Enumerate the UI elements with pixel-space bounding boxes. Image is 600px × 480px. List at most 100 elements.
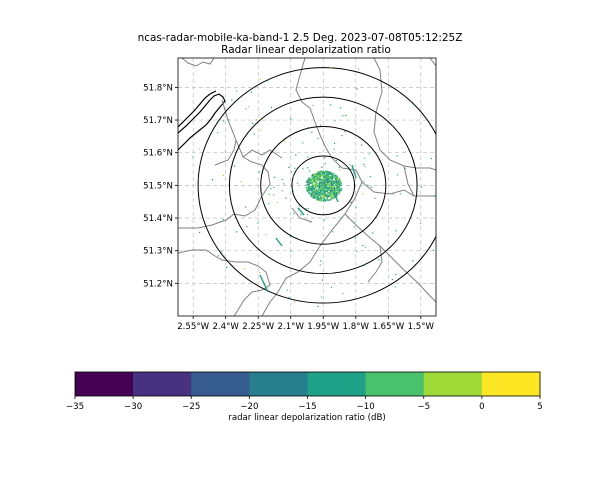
echo-pixel <box>317 174 319 177</box>
echo-pixel <box>330 185 333 187</box>
echo-pixel <box>320 296 323 298</box>
echo-pixel <box>322 186 324 188</box>
echo-pixel <box>317 185 319 187</box>
echo-pixel <box>319 197 321 200</box>
echo-pixel <box>329 176 331 178</box>
echo-pixel <box>334 177 336 179</box>
echo-pixel <box>337 192 339 195</box>
echo-pixel <box>323 175 325 178</box>
echo-pixel <box>326 195 328 197</box>
colorbar-segment <box>133 372 192 396</box>
echo-pixel <box>315 194 318 196</box>
echo-pixel <box>323 186 326 188</box>
echo-pixel <box>324 186 327 188</box>
echo-pixel <box>311 185 313 188</box>
echo-pixel <box>330 189 333 191</box>
echo-pixel <box>317 189 320 192</box>
range-ring <box>228 96 418 275</box>
plot-title-line1: ncas-radar-mobile-ka-band-1 2.5 Deg. 202… <box>138 32 463 44</box>
echo-pixel <box>334 196 336 198</box>
echo-pixel <box>337 184 340 186</box>
echo-pixel <box>226 266 228 268</box>
echo-pixel <box>322 183 325 185</box>
echo-pixel <box>281 190 283 192</box>
echo-pixel <box>314 196 316 198</box>
echo-pixel <box>315 183 317 185</box>
echo-pixel <box>329 188 332 191</box>
echo-pixel <box>318 179 320 182</box>
echo-pixel <box>307 183 309 186</box>
echo-pixel <box>309 189 311 191</box>
echo-pixel <box>222 218 224 221</box>
echo-pixel <box>320 188 322 190</box>
echo-pixel <box>292 175 294 177</box>
echo-pixel <box>307 178 309 181</box>
echo-pixel <box>331 194 334 196</box>
echo-pixel <box>310 186 312 189</box>
colorbar-segment <box>75 372 134 396</box>
echo-pixel <box>337 190 340 192</box>
echo-pixel <box>322 176 324 178</box>
echo-pixel <box>334 193 337 195</box>
echo-pixel <box>443 179 444 180</box>
echo-pixel <box>412 260 414 262</box>
lat-tick-label: 51.6°N <box>143 149 173 159</box>
echo-pixel <box>316 194 319 196</box>
echo-pixel <box>419 223 422 225</box>
echo-pixel <box>394 286 396 288</box>
echo-pixel <box>313 189 315 191</box>
echo-pixel <box>320 170 323 173</box>
echo-pixel <box>324 171 327 174</box>
echo-pixel <box>325 186 328 188</box>
echo-pixel <box>328 172 331 174</box>
echo-pixel <box>320 182 323 184</box>
echo-pixel <box>331 177 333 179</box>
echo-pixel <box>308 178 311 180</box>
echo-pixel <box>322 197 325 200</box>
echo-pixel <box>295 154 297 156</box>
echo-pixel <box>310 179 312 181</box>
echo-pixel <box>318 172 321 174</box>
echo-pixel <box>325 187 327 189</box>
lat-tick-label: 51.2°N <box>143 279 173 289</box>
echo-pixel <box>328 172 330 174</box>
echo-pixel <box>332 185 334 188</box>
echo-pixel <box>319 174 322 176</box>
echo-pixel <box>328 199 330 201</box>
lon-tick-label: 2.55°W <box>177 322 209 332</box>
echo-pixel <box>322 192 324 194</box>
echo-pixel <box>311 193 314 195</box>
echo-pixel <box>240 180 242 183</box>
echo-pixel <box>325 184 327 187</box>
echo-pixel <box>307 181 309 184</box>
echo-pixel <box>314 177 316 180</box>
echo-pixel <box>323 171 326 174</box>
echo-pixel <box>197 178 200 180</box>
echo-pixel <box>312 194 315 196</box>
echo-pixel <box>314 190 317 193</box>
echo-pixel <box>324 192 326 194</box>
echo-pixel <box>329 192 331 195</box>
echo-pixel <box>323 191 326 193</box>
echo-pixel <box>350 201 352 203</box>
lon-tick-label: 2.4°W <box>212 322 239 332</box>
echo-pixel <box>324 183 327 186</box>
longitude-tick-labels: 2.55°W 2.4°W 2.25°W 2.1°W 1.95°W 1.8°W 1.65°W 1… <box>177 316 435 332</box>
echo-pixel <box>332 181 335 183</box>
echo-pixel <box>325 180 327 182</box>
echo-pixel <box>333 190 335 193</box>
echo-pixel <box>335 224 337 226</box>
colorbar-tick-label: −25 <box>182 402 200 412</box>
echo-pixel <box>339 169 341 171</box>
echo-pixel <box>325 174 327 176</box>
echo-pixel <box>316 193 319 195</box>
echo-pixel <box>327 195 330 197</box>
echo-pixel <box>319 199 321 202</box>
echo-pixel <box>260 129 262 131</box>
echo-pixel <box>318 187 321 189</box>
colorbar-tick-label: −10 <box>357 402 375 412</box>
echo-pixel <box>192 156 194 158</box>
echo-pixel <box>306 180 309 183</box>
echo-pixel <box>323 219 325 221</box>
echo-pixel <box>316 184 318 186</box>
